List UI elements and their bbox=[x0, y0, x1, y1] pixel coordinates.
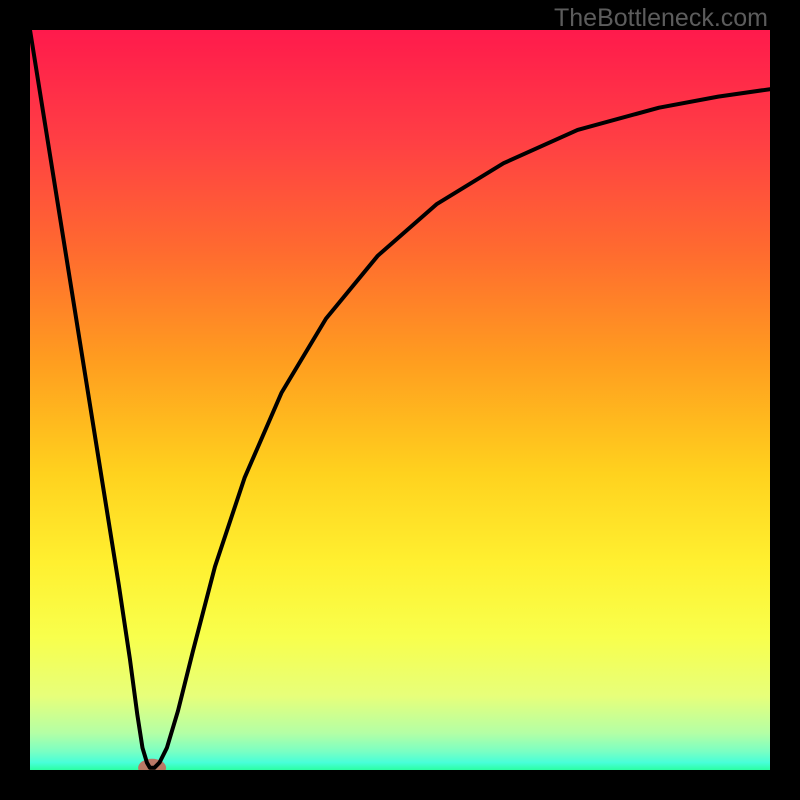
chart-frame: TheBottleneck.com bbox=[0, 0, 800, 800]
plot-svg bbox=[30, 30, 770, 770]
gradient-background bbox=[30, 30, 770, 770]
watermark-text: TheBottleneck.com bbox=[554, 4, 768, 33]
plot-area bbox=[30, 30, 770, 770]
